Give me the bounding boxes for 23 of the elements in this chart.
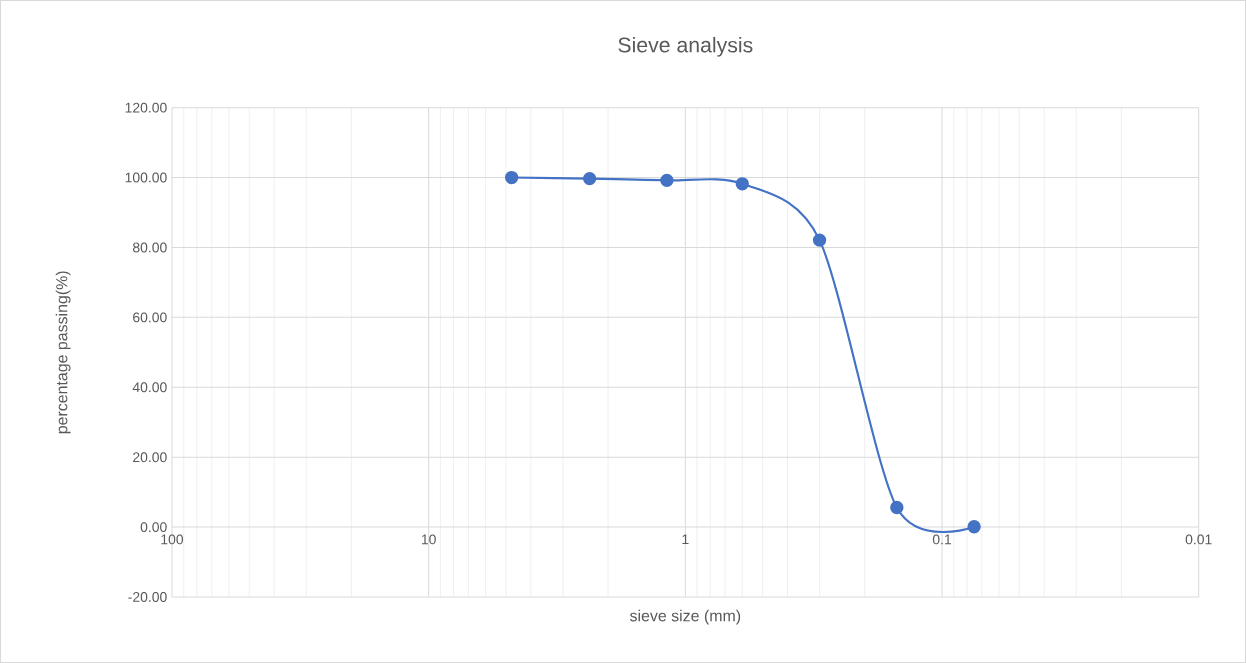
x-tick-label: 0.01 bbox=[1185, 534, 1212, 545]
x-axis-title: sieve size (mm) bbox=[629, 609, 741, 625]
y-tick-label: 0.00 bbox=[140, 522, 167, 533]
x-tick-label: 10 bbox=[421, 534, 436, 545]
point bbox=[890, 500, 904, 515]
y-tick-label: 80.00 bbox=[132, 242, 167, 253]
y-tick-label: -20.00 bbox=[128, 592, 167, 602]
point bbox=[967, 520, 981, 534]
x-tick-label: 100 bbox=[161, 534, 184, 545]
point bbox=[735, 177, 749, 191]
y-tick-label: 20.00 bbox=[133, 452, 167, 463]
chart-title: Sieve analysis bbox=[618, 36, 753, 57]
point bbox=[582, 171, 597, 186]
x-tick-label: 1 bbox=[682, 534, 689, 545]
y-tick-label: 40.00 bbox=[132, 382, 167, 393]
x-tick-label: 0.1 bbox=[932, 534, 952, 545]
y-tick-label: 60.00 bbox=[133, 312, 167, 323]
point bbox=[504, 170, 519, 185]
y-tick-label: 100.00 bbox=[125, 172, 167, 183]
point bbox=[660, 173, 674, 188]
y-tick-label: 120.00 bbox=[125, 102, 167, 113]
y-axis-title: percentage passing(%) bbox=[55, 271, 71, 434]
point bbox=[812, 233, 827, 247]
